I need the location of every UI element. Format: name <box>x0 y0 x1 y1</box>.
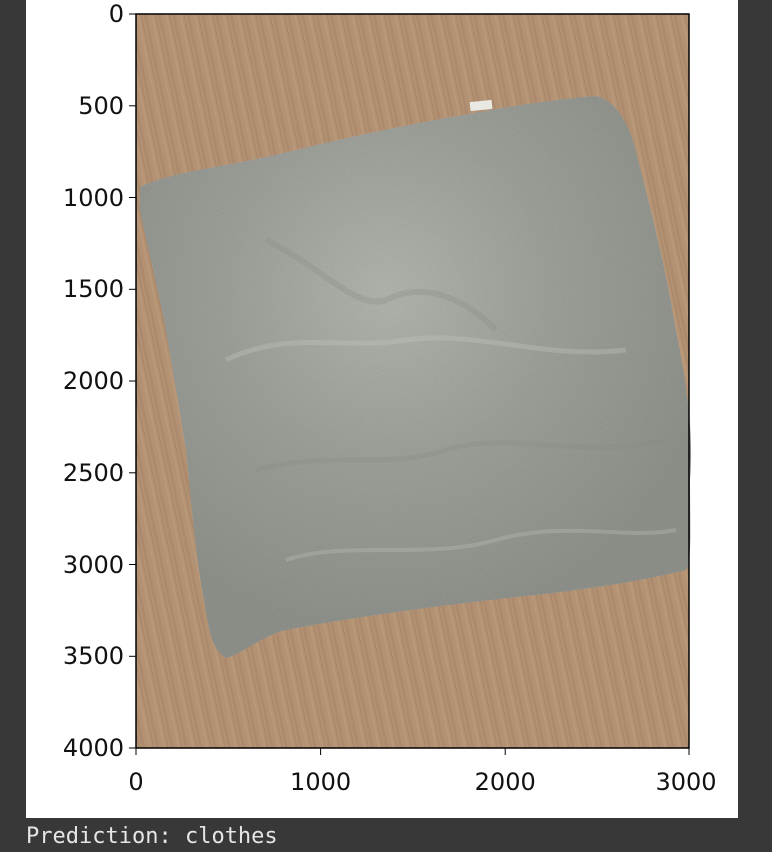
prediction-output: Prediction: clothes <box>26 821 766 852</box>
x-axis: 0 1000 2000 3000 <box>128 748 717 796</box>
y-tick-label: 3000 <box>63 551 124 579</box>
x-tick-label: 3000 <box>655 768 716 796</box>
y-tick-label: 3500 <box>63 642 124 670</box>
y-tick-label: 1000 <box>63 184 124 212</box>
prediction-value: clothes <box>184 824 278 849</box>
x-tick-label: 1000 <box>290 768 351 796</box>
photo-image <box>136 14 692 748</box>
y-axis: 0 500 1000 1500 2000 2500 3000 3500 4000 <box>63 0 136 762</box>
prediction-label: Prediction: <box>26 824 172 849</box>
image-axes: 0 500 1000 1500 2000 2500 3000 3500 4000… <box>63 0 717 796</box>
y-tick-label: 1500 <box>63 275 124 303</box>
y-tick-label: 0 <box>109 0 124 28</box>
x-tick-label: 2000 <box>475 768 536 796</box>
plot-figure: 0 500 1000 1500 2000 2500 3000 3500 4000… <box>26 0 738 818</box>
y-tick-label: 2000 <box>63 367 124 395</box>
x-tick-label: 0 <box>128 768 143 796</box>
y-tick-label: 2500 <box>63 459 124 487</box>
y-tick-label: 4000 <box>63 734 124 762</box>
y-tick-label: 500 <box>78 92 124 120</box>
